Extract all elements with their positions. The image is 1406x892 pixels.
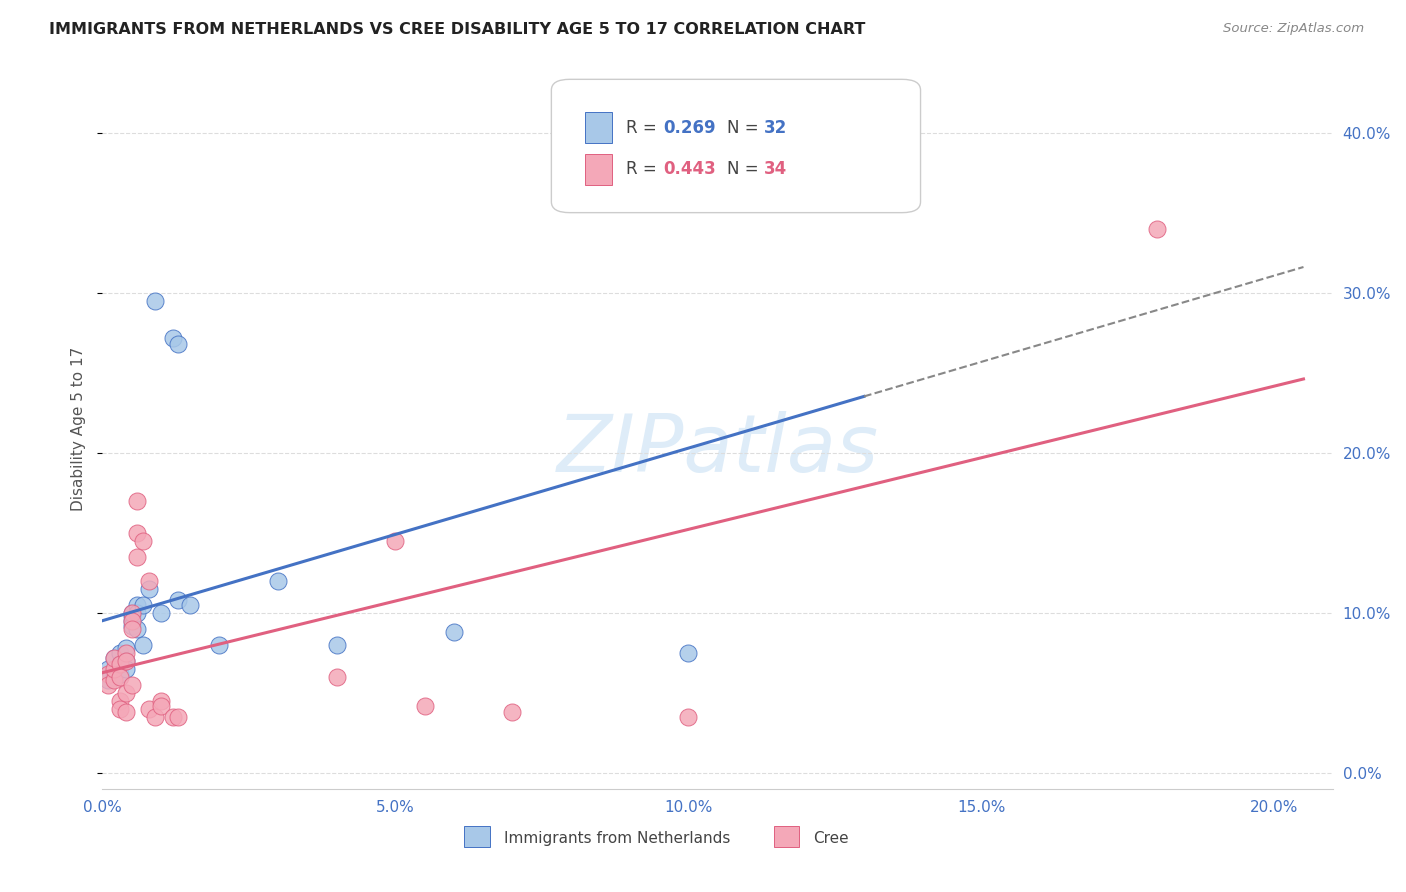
FancyBboxPatch shape [551,79,921,212]
Point [676,646,699,660]
Y-axis label: Disability Age 5 to 17: Disability Age 5 to 17 [72,347,86,511]
Point [149,694,172,708]
Point [167,710,190,724]
Point [97,662,120,676]
Point [108,657,131,672]
Point [121,622,143,636]
Text: Cree: Cree [813,830,849,846]
Text: R =: R = [627,119,662,136]
Point [108,702,131,716]
Point [162,330,184,344]
Text: Immigrants from Netherlands: Immigrants from Netherlands [503,830,730,846]
FancyBboxPatch shape [585,154,612,185]
Point [724,193,747,207]
Text: 34: 34 [765,161,787,178]
Point [97,673,120,688]
Text: Source: ZipAtlas.com: Source: ZipAtlas.com [1223,22,1364,36]
Point [114,662,136,676]
Point [97,678,120,692]
Point [108,694,131,708]
Point [127,606,149,620]
Point [167,337,190,351]
Text: ZIPatlas: ZIPatlas [557,411,879,490]
Point [108,646,131,660]
Text: 0.443: 0.443 [664,161,716,178]
Point [114,686,136,700]
Point [127,598,149,612]
Point [121,619,143,633]
Point [501,706,523,720]
Point [149,606,172,620]
Point [443,625,465,640]
Point [325,670,347,684]
Point [325,638,347,652]
Point [114,654,136,668]
Point [413,698,436,713]
Point [103,670,125,684]
Point [138,574,160,588]
Point [108,657,131,672]
Point [127,622,149,636]
Point [121,606,143,620]
Text: IMMIGRANTS FROM NETHERLANDS VS CREE DISABILITY AGE 5 TO 17 CORRELATION CHART: IMMIGRANTS FROM NETHERLANDS VS CREE DISA… [49,22,866,37]
Point [138,702,160,716]
Point [121,614,143,628]
Point [143,293,166,308]
Point [121,678,143,692]
Point [121,606,143,620]
Text: N =: N = [727,119,765,136]
Point [103,673,125,688]
Point [208,638,231,652]
Point [384,533,406,548]
Point [103,650,125,665]
Point [127,549,149,564]
Point [167,593,190,607]
Point [103,650,125,665]
Point [108,670,131,684]
Text: 0.269: 0.269 [664,119,716,136]
Point [114,706,136,720]
Point [143,710,166,724]
Point [138,582,160,596]
Point [114,641,136,656]
Point [127,525,149,540]
Point [127,494,149,508]
Point [149,698,172,713]
Point [114,646,136,660]
Text: N =: N = [727,161,765,178]
Point [97,666,120,681]
Point [676,710,699,724]
Point [114,654,136,668]
Text: R =: R = [627,161,662,178]
Point [103,662,125,676]
Point [108,666,131,681]
Point [132,598,155,612]
FancyBboxPatch shape [585,112,612,143]
Text: 32: 32 [765,119,787,136]
Point [121,609,143,624]
Point [132,533,155,548]
Point [267,574,290,588]
Point [121,614,143,628]
Point [179,598,201,612]
Point [162,710,184,724]
Point [132,638,155,652]
Point [1146,221,1168,235]
